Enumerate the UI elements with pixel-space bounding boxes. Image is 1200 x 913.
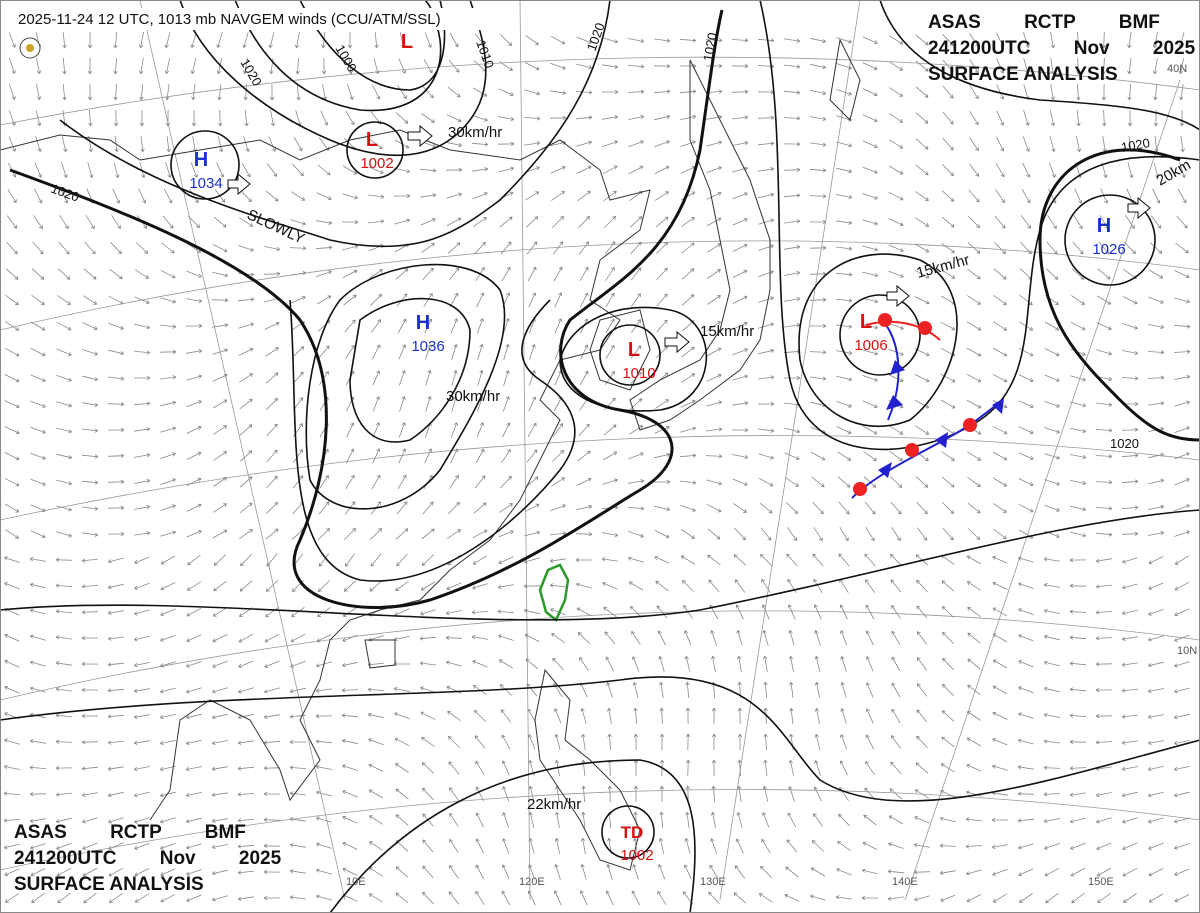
warm-symbol	[905, 443, 919, 457]
cold-symbol	[890, 360, 905, 375]
sakhalin	[829, 38, 861, 121]
longitude-line	[519, 0, 531, 901]
latitude-line	[0, 56, 1200, 126]
block-line: 241200UTC Nov 2025	[14, 848, 282, 869]
warm-symbol	[918, 321, 932, 335]
japan	[629, 59, 771, 431]
grid-label: 120E	[519, 876, 545, 888]
center-pressure: 1036	[411, 338, 444, 355]
header-bg	[14, 8, 502, 30]
warm-symbol	[878, 313, 892, 327]
isobar	[601, 805, 655, 859]
center-symbol: H	[416, 312, 430, 334]
isobar	[0, 509, 1200, 621]
isobar	[798, 253, 958, 428]
move-arrow	[664, 330, 690, 354]
wind-arrows	[3, 31, 1191, 906]
longitude-line	[904, 79, 1181, 901]
move-arrow	[1127, 196, 1151, 220]
logo-center	[26, 44, 34, 52]
grid-label: 10E	[346, 876, 366, 888]
move-arrow	[407, 124, 433, 148]
movement-label: 30km/hr	[448, 124, 502, 141]
latitude-line	[0, 240, 1200, 331]
cold-symbol	[886, 395, 903, 410]
wind-field	[3, 31, 1191, 906]
isobar-label: 1020	[700, 31, 720, 62]
isobar	[299, 0, 446, 91]
latitude-line	[0, 610, 1200, 701]
isobar	[1064, 194, 1156, 286]
center-symbol: H	[194, 149, 208, 171]
warm-symbol	[853, 482, 867, 496]
cold-symbol	[878, 462, 892, 478]
fronts	[851, 313, 1004, 499]
isobar	[179, 0, 487, 157]
isobar-label: 1020	[1120, 135, 1151, 155]
isobar	[879, 0, 1200, 131]
korea	[589, 309, 651, 391]
longitude-line	[719, 0, 861, 901]
header: 2025-11-24 12 UTC, 1013 mb NAVGEM winds …	[18, 11, 441, 28]
grid-label: 150E	[1088, 876, 1114, 888]
latitude-line	[0, 789, 1200, 871]
center-pressure: 1026	[1092, 241, 1125, 258]
isobar	[305, 263, 506, 510]
block-line: ASAS RCTP BMF	[928, 12, 1160, 33]
warm-front	[865, 320, 941, 341]
block-line: SURFACE ANALYSIS	[14, 874, 204, 895]
grid-label: 40N	[1167, 63, 1187, 75]
grid-label: 10N	[1177, 645, 1197, 657]
block-line: 241200UTC Nov 2025	[928, 38, 1196, 59]
center-symbol: TD	[621, 823, 644, 842]
isobar	[289, 299, 576, 582]
center-symbol: L	[401, 31, 413, 53]
center-symbol: L	[860, 311, 872, 333]
move-arrow	[227, 172, 251, 196]
isobar	[559, 306, 708, 412]
taiwan	[538, 563, 570, 622]
movement-label: 22km/hr	[527, 796, 581, 813]
cold-symbol	[935, 432, 948, 448]
cold-symbol	[992, 398, 1004, 414]
hainan	[364, 639, 396, 669]
isobar-1020	[9, 9, 724, 609]
movement-arrows	[227, 124, 1151, 354]
grid-label: 130E	[700, 876, 726, 888]
isobar	[349, 297, 471, 443]
block-line: SURFACE ANALYSIS	[928, 64, 1118, 85]
warm-symbol	[963, 418, 977, 432]
center-pressure: 1002	[620, 847, 653, 864]
grid-label: 140E	[892, 876, 918, 888]
isobar	[346, 121, 404, 179]
center-symbol: L	[366, 129, 378, 151]
center-pressure: 1034	[189, 175, 222, 192]
isobar	[599, 324, 661, 386]
center-pressure: 1006	[854, 337, 887, 354]
isobar	[329, 759, 696, 913]
center-pressure: 1002	[360, 155, 393, 172]
isobar	[0, 676, 1200, 802]
logo	[19, 37, 41, 59]
isobar-label: 1020	[1110, 436, 1139, 451]
block-line: ASAS RCTP BMF	[14, 822, 246, 843]
isobar	[839, 294, 921, 376]
isobar	[59, 0, 611, 248]
movement-label: 15km/hr	[700, 323, 754, 340]
center-symbol: H	[1097, 215, 1111, 237]
philippines	[534, 668, 641, 871]
center-pressure: 1010	[622, 365, 655, 382]
latitude-line	[0, 435, 1200, 521]
isobar-1020	[1038, 148, 1200, 442]
movement-label: 30km/hr	[446, 388, 500, 405]
center-symbol: L	[628, 339, 640, 361]
move-arrow	[886, 284, 910, 308]
